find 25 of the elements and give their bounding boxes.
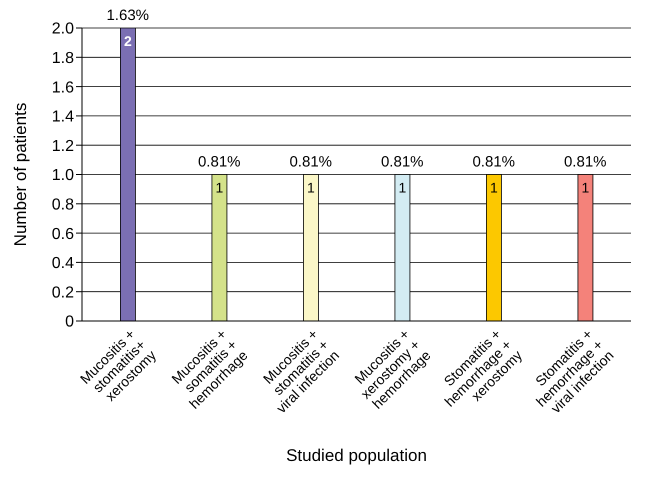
- y-tick-label: 0.4: [52, 255, 74, 272]
- annotation: 0.81%: [380, 154, 424, 170]
- data-label: 1: [398, 180, 407, 196]
- annotation: 1.63%: [106, 7, 150, 24]
- annotation: 0.81%: [198, 154, 241, 170]
- y-tick-label: 0: [65, 314, 74, 331]
- y-tick-label: 0.8: [52, 196, 74, 214]
- annotation: 0.81%: [472, 154, 516, 170]
- data-label: 1: [582, 180, 590, 196]
- data-label: 1: [307, 180, 316, 196]
- y-tick-label: 1.4: [52, 108, 74, 126]
- y-tick-label: 0.2: [52, 284, 74, 302]
- y-tick-label: 1.2: [52, 138, 74, 155]
- y-tick-label: 1.8: [52, 50, 74, 67]
- annotation: 0.81%: [564, 154, 607, 170]
- annotation: 0.81%: [289, 154, 332, 170]
- data-label: 1: [490, 180, 498, 196]
- y-tick-label: 0.6: [52, 226, 74, 243]
- data-label: 2: [124, 33, 132, 49]
- y-tick-label: 2.0: [52, 20, 74, 38]
- data-label: 1: [216, 180, 224, 196]
- x-axis-title: Studied population: [286, 446, 427, 465]
- y-axis-title: Number of patients: [11, 102, 30, 246]
- y-tick-label: 1.6: [52, 79, 74, 96]
- y-tick-label: 1.0: [52, 167, 74, 184]
